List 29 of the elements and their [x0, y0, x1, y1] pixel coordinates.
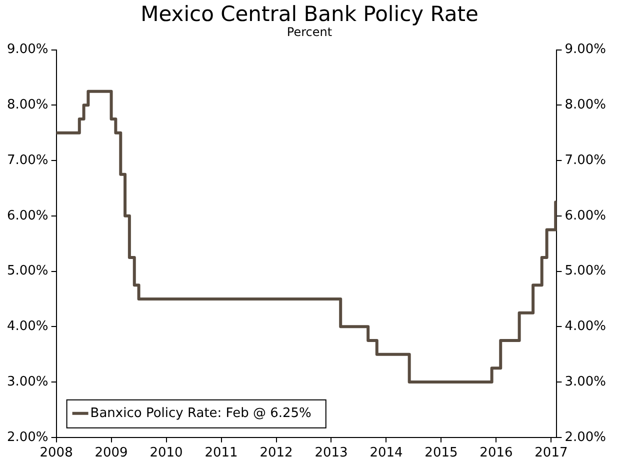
x-tick-label: 2016	[480, 446, 513, 461]
y2-tick-label: 4.00%	[564, 319, 606, 334]
y-tick-label: 6.00%	[6, 208, 48, 224]
y-tick-label: 9.00%	[6, 42, 48, 58]
y2-tick-label: 5.00%	[564, 264, 606, 279]
y-tick-label: 7.00%	[6, 152, 48, 168]
y2-tick-label: 8.00%	[564, 98, 606, 113]
y2-tick-label: 3.00%	[564, 374, 606, 390]
y2-tick-label: 6.00%	[564, 208, 606, 224]
x-tick-label: 2010	[150, 446, 183, 461]
y2-tick-label: 7.00%	[564, 152, 606, 168]
x-tick-label: 2015	[424, 446, 458, 461]
y-tick-label: 8.00%	[6, 98, 48, 113]
x-tick-label: 2011	[204, 446, 238, 461]
x-tick-label: 2008	[40, 446, 73, 461]
chart-subtitle: Percent	[286, 25, 334, 39]
y-tick-label: 2.00%	[6, 430, 48, 445]
y-tick-label: 3.00%	[6, 374, 48, 390]
x-tick-label: 2013	[314, 446, 348, 461]
y2-tick-label: 9.00%	[564, 42, 606, 58]
y-tick-label: 5.00%	[6, 264, 48, 279]
y-tick-label: 4.00%	[6, 319, 48, 334]
x-tick-label: 2014	[370, 446, 403, 461]
legend-label: Banxico Policy Rate: Feb @ 6.25%	[90, 406, 312, 421]
x-tick-label: 2017	[534, 446, 568, 461]
chart-title: Mexico Central Bank Policy Rate	[140, 2, 480, 26]
x-tick-label: 2009	[94, 446, 128, 461]
y2-tick-label: 2.00%	[564, 430, 606, 445]
x-tick-label: 2012	[260, 446, 293, 461]
